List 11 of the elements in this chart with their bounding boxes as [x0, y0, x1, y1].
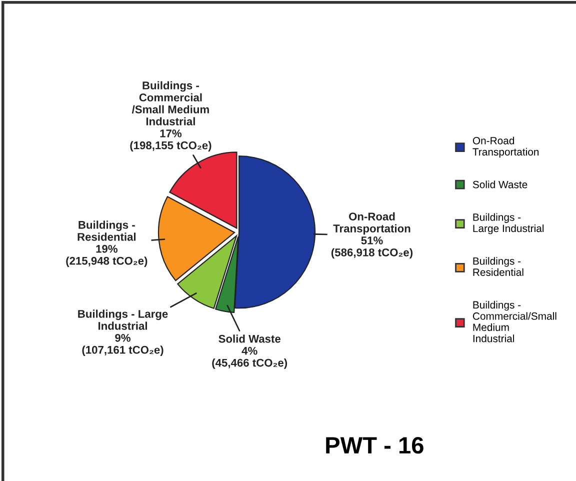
data-label: Buildings - Large Industrial 9% (107,161 tCO₂e): [78, 310, 168, 356]
legend-label: Solid Waste: [472, 180, 528, 188]
text: PWT - 16: [326, 436, 424, 454]
data-label: Solid Waste 4% (45,466 tCO₂e): [212, 334, 288, 369]
legend-label: Buildings - Commercial/Small Medium Industrial: [472, 300, 556, 342]
legend-label: On-Road Transportation: [472, 136, 539, 158]
data-label: Buildings - Commercial /Small Medium Industrial 17% (198,155 tCO₂e): [130, 81, 212, 152]
legend-label: Buildings - Large Industrial: [473, 213, 544, 234]
data-label: Buildings - Residential 19% (215,948 tCO₂e): [66, 220, 148, 267]
data-label: On-Road Transportation 51% (586,918 tCO₂e): [331, 212, 413, 259]
legend-label: Buildings - Residential: [473, 257, 524, 276]
